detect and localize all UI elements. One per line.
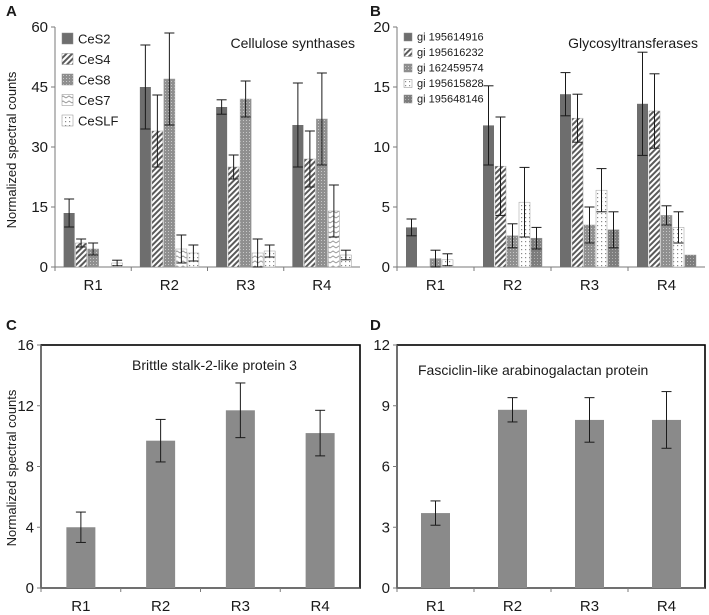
x-tick-label: R3 xyxy=(580,598,599,615)
x-tick-label: R2 xyxy=(160,277,179,294)
bar xyxy=(483,125,494,268)
legend-swatch xyxy=(403,79,413,88)
y-tick-label: 15 xyxy=(373,79,390,96)
bar xyxy=(216,107,228,267)
y-axis-label-bottom: Normalized spectral counts xyxy=(4,389,19,546)
legend: gi 195614916 gi 195616232 gi 162459574 gi 1… xyxy=(403,32,484,106)
x-tick-label: R1 xyxy=(84,277,103,294)
legend-label: gi 195614916 xyxy=(417,32,484,44)
legend-swatch xyxy=(403,32,413,42)
y-tick-label: 0 xyxy=(26,580,34,597)
y-tick-label: 4 xyxy=(26,519,34,536)
legend-label: gi 195615828 xyxy=(417,78,484,90)
y-tick-label: 5 xyxy=(382,199,390,216)
legend-label: gi 195616232 xyxy=(417,47,484,59)
y-tick-label: 45 xyxy=(31,79,48,96)
x-tick-label: R4 xyxy=(312,277,331,294)
bar xyxy=(146,440,176,588)
x-tick-label: R3 xyxy=(580,277,599,294)
chart-title: Glycosyltransferases xyxy=(568,35,698,51)
panel-label-a: A xyxy=(6,3,17,20)
panel-label-b: B xyxy=(370,3,381,20)
y-tick-label: 20 xyxy=(373,19,390,36)
legend-label: CeS8 xyxy=(78,73,111,88)
chart-title: Cellulose synthases xyxy=(230,35,355,51)
legend-label: gi 162459574 xyxy=(417,63,484,75)
y-tick-label: 10 xyxy=(373,139,390,156)
legend-label: CeSLF xyxy=(78,114,119,129)
bar xyxy=(227,166,240,268)
y-tick-label: 9 xyxy=(382,398,390,415)
legend-swatch xyxy=(403,63,413,73)
y-tick-label: 0 xyxy=(382,259,390,276)
x-tick-label: R4 xyxy=(311,598,330,615)
x-tick-label: R3 xyxy=(231,598,250,615)
bar xyxy=(225,410,255,588)
y-tick-label: 30 xyxy=(31,139,48,156)
legend-swatch xyxy=(61,53,74,65)
y-tick-label: 6 xyxy=(382,459,390,476)
x-tick-label: R1 xyxy=(426,598,445,615)
bar xyxy=(292,125,304,267)
x-tick-label: R1 xyxy=(71,598,90,615)
x-tick-label: R1 xyxy=(426,277,445,294)
legend-swatch xyxy=(403,94,413,104)
y-tick-label: 60 xyxy=(31,19,48,36)
bar xyxy=(498,409,527,588)
bar xyxy=(63,213,75,267)
panel-label-d: D xyxy=(370,317,381,334)
x-tick-label: R3 xyxy=(236,277,255,294)
chart-panel-a: 0 15 30 45 60 R1 R2 R3 R4 Cellulose synthases CeS2… xyxy=(31,19,360,294)
x-tick-label: R4 xyxy=(657,277,676,294)
chart-panel-c: 0 4 8 12 16 R1 R2 R3 R4 Brittle stalk-2-like prot… xyxy=(17,337,361,615)
legend-label: gi 195648146 xyxy=(417,94,484,106)
bar xyxy=(684,254,697,268)
y-tick-label: 0 xyxy=(382,580,390,597)
chart-title: Fasciclin-like arabinogalactan protein xyxy=(418,362,648,378)
legend-label: CeS4 xyxy=(78,52,111,67)
bar xyxy=(406,227,417,267)
y-tick-label: 8 xyxy=(26,459,34,476)
y-tick-label: 12 xyxy=(373,337,390,354)
bar xyxy=(575,419,604,588)
chart-panel-b: 0 5 10 15 20 R1 R2 R3 R4 Glycosyltransferases gi 1… xyxy=(373,19,705,294)
y-tick-label: 3 xyxy=(382,519,390,536)
bar xyxy=(637,103,648,267)
legend-swatch xyxy=(61,32,74,45)
legend: CeS2 CeS4 CeS8 CeS7 CeSLF xyxy=(61,32,119,129)
legend-swatch xyxy=(61,73,74,86)
y-axis-label-top: Normalized spectral counts xyxy=(4,71,19,228)
chart-title: Brittle stalk-2-like protein 3 xyxy=(132,357,297,373)
panel-label-c: C xyxy=(6,317,17,334)
legend-label: CeS7 xyxy=(78,93,111,108)
bar xyxy=(139,87,151,267)
x-tick-label: R4 xyxy=(657,598,676,615)
x-tick-label: R2 xyxy=(503,598,522,615)
bar xyxy=(560,94,571,267)
y-tick-label: 15 xyxy=(31,199,48,216)
legend-swatch xyxy=(403,48,413,57)
legend-label: CeS2 xyxy=(78,32,111,47)
y-tick-label: 12 xyxy=(17,398,34,415)
chart-panel-d: 0 3 6 9 12 R1 R2 R3 R4 Fasciclin-like arabinogala… xyxy=(373,337,706,615)
bar xyxy=(305,433,335,588)
x-tick-label: R2 xyxy=(503,277,522,294)
bar xyxy=(239,98,252,268)
legend-swatch xyxy=(61,114,74,127)
y-tick-label: 16 xyxy=(17,337,34,354)
x-tick-label: R2 xyxy=(151,598,170,615)
y-tick-label: 0 xyxy=(40,259,48,276)
legend-swatch xyxy=(61,94,74,106)
